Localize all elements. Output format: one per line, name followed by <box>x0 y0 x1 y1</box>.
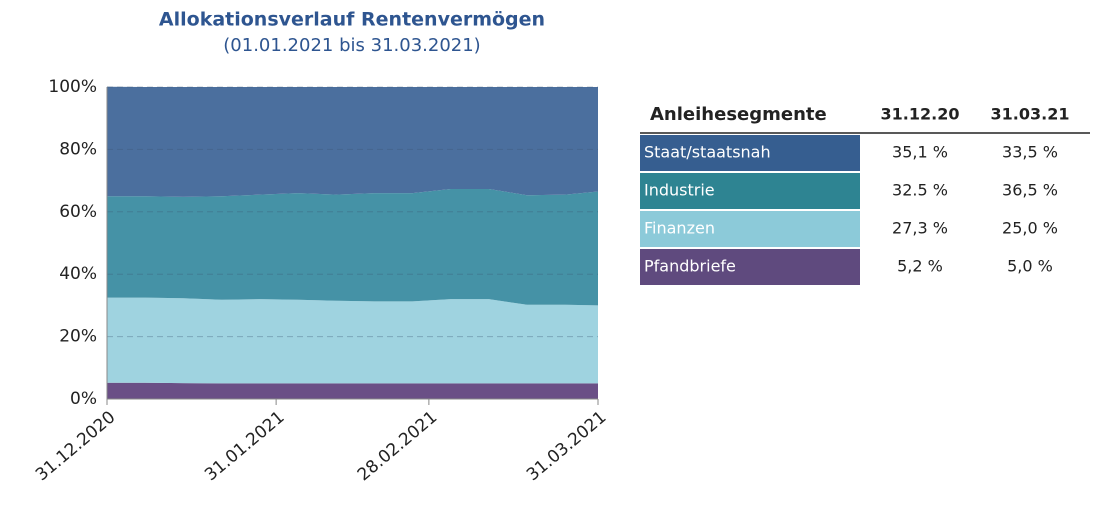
table-cell: Pfandbriefe <box>644 257 736 276</box>
x-tick-label: 31.01.2021 <box>201 407 288 485</box>
x-tick-label: 31.12.2020 <box>32 407 119 485</box>
y-tick-label: 100% <box>48 77 97 97</box>
table-cell: 27,3 % <box>892 219 948 238</box>
table-cell: Finanzen <box>644 219 715 238</box>
x-tick-label: 28.02.2021 <box>354 407 441 485</box>
y-tick-label: 20% <box>59 327 97 347</box>
table-cell: 25,0 % <box>1002 219 1058 238</box>
area <box>107 297 598 384</box>
chart-title: Allokationsverlauf Rentenvermögen <box>159 9 545 31</box>
area <box>107 382 598 399</box>
row-swatch <box>640 173 860 209</box>
table-cell: 33,5 % <box>1002 143 1058 162</box>
row-swatch <box>640 249 860 285</box>
table-cell: Industrie <box>644 181 715 200</box>
area <box>107 189 598 306</box>
table-cell: Staat/staatsnah <box>644 143 771 162</box>
table-header: 31.03.21 <box>991 105 1070 124</box>
row-swatch <box>640 211 860 247</box>
table-cell: 35,1 % <box>892 143 948 162</box>
y-tick-label: 60% <box>59 202 97 222</box>
table-cell: 5,0 % <box>1007 257 1053 276</box>
table-cell: 5,2 % <box>897 257 943 276</box>
table-header: 31.12.20 <box>881 105 960 124</box>
y-tick-label: 80% <box>59 139 97 159</box>
chart-subtitle: (01.01.2021 bis 31.03.2021) <box>223 35 480 56</box>
y-tick-label: 40% <box>59 264 97 284</box>
area <box>107 86 598 197</box>
table-cell: 32.5 % <box>892 181 948 200</box>
y-tick-label: 0% <box>70 389 97 409</box>
x-tick-label: 31.03.2021 <box>523 407 610 485</box>
table-cell: 36,5 % <box>1002 181 1058 200</box>
table-header: Anleihesegmente <box>650 104 827 125</box>
row-swatch <box>640 135 860 171</box>
